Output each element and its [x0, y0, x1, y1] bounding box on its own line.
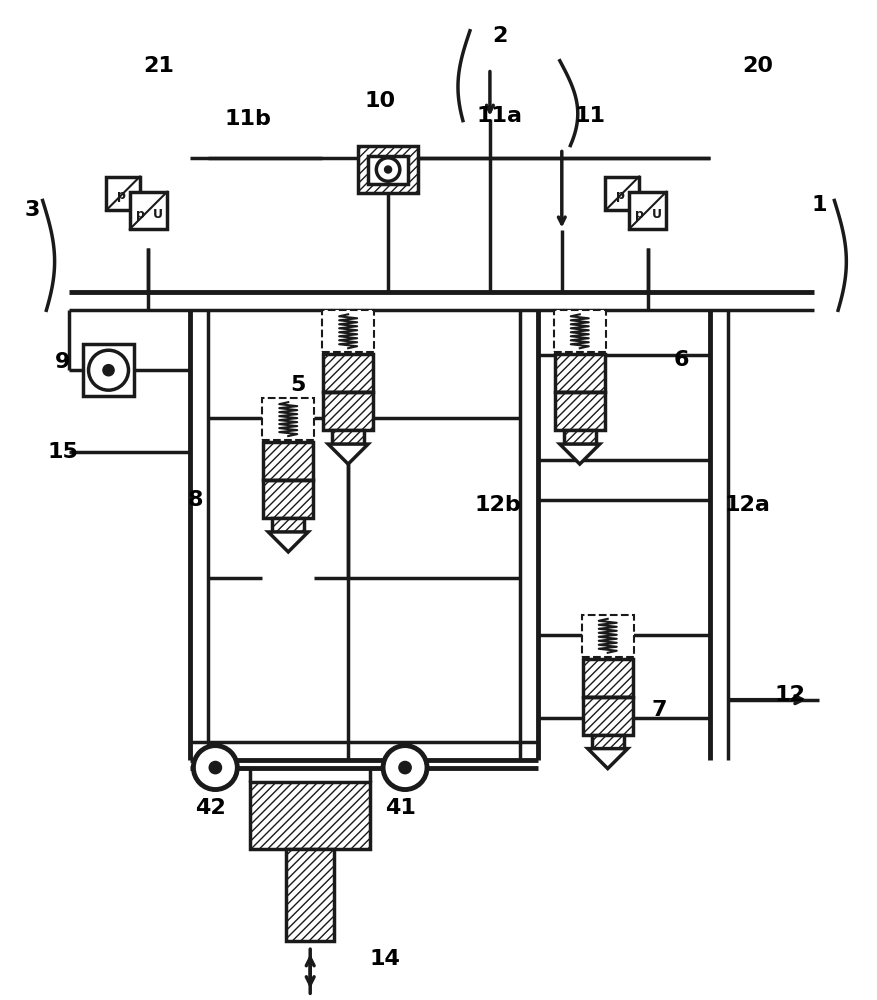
- Text: p: p: [136, 208, 145, 221]
- Bar: [322, 310, 374, 352]
- Text: 11a: 11a: [477, 106, 523, 126]
- Bar: [286, 849, 334, 941]
- Text: 9: 9: [55, 352, 70, 372]
- Text: 1: 1: [811, 195, 827, 215]
- Bar: [555, 392, 605, 430]
- Circle shape: [384, 166, 392, 173]
- Bar: [272, 518, 304, 532]
- Bar: [555, 354, 605, 392]
- Text: 3: 3: [25, 200, 40, 220]
- Bar: [581, 615, 634, 657]
- Text: 15: 15: [47, 442, 78, 462]
- Bar: [106, 177, 140, 210]
- Text: 10: 10: [365, 91, 396, 111]
- Bar: [553, 310, 606, 352]
- Circle shape: [383, 746, 427, 790]
- Text: 41: 41: [385, 798, 416, 818]
- Bar: [583, 659, 632, 697]
- Text: 11b: 11b: [225, 109, 272, 129]
- Text: p: p: [616, 189, 625, 202]
- Text: 20: 20: [742, 56, 773, 76]
- Bar: [324, 392, 373, 430]
- Polygon shape: [560, 444, 600, 464]
- Bar: [332, 430, 364, 444]
- Text: p: p: [117, 189, 125, 202]
- Bar: [263, 480, 313, 518]
- Text: 21: 21: [143, 56, 174, 76]
- Bar: [605, 177, 639, 210]
- Bar: [583, 697, 632, 735]
- Text: 2: 2: [492, 26, 508, 46]
- Text: 5: 5: [290, 375, 306, 395]
- Circle shape: [103, 365, 114, 376]
- Text: 8: 8: [188, 490, 203, 510]
- Bar: [262, 398, 314, 440]
- Text: 7: 7: [652, 700, 667, 720]
- Circle shape: [399, 761, 411, 774]
- Text: 14: 14: [369, 949, 401, 969]
- Bar: [324, 354, 373, 392]
- Polygon shape: [268, 532, 308, 552]
- Bar: [591, 735, 624, 749]
- Polygon shape: [588, 749, 628, 769]
- Text: U: U: [153, 208, 163, 221]
- Text: 42: 42: [195, 798, 225, 818]
- Circle shape: [89, 350, 129, 390]
- Text: 12b: 12b: [474, 495, 521, 515]
- Bar: [263, 442, 313, 480]
- Bar: [629, 192, 667, 229]
- Bar: [368, 156, 408, 184]
- Text: U: U: [652, 208, 662, 221]
- Text: p: p: [635, 208, 644, 221]
- Bar: [250, 782, 370, 849]
- Bar: [82, 344, 134, 396]
- Circle shape: [210, 761, 222, 774]
- Bar: [358, 146, 418, 193]
- Bar: [130, 192, 168, 229]
- Polygon shape: [328, 444, 368, 464]
- Bar: [564, 430, 596, 444]
- Text: 12a: 12a: [724, 495, 771, 515]
- Text: 12: 12: [774, 685, 805, 705]
- Text: 6: 6: [674, 350, 689, 370]
- Text: 11: 11: [574, 106, 605, 126]
- Circle shape: [194, 746, 238, 790]
- Circle shape: [376, 158, 400, 181]
